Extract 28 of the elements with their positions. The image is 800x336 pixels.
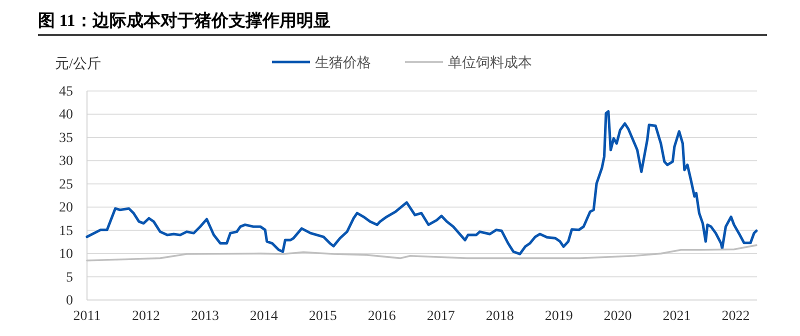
line-series	[86, 110, 758, 256]
x-tick-label: 2018	[486, 308, 514, 324]
x-tick-label: 2020	[604, 308, 632, 324]
x-tick-label: 2021	[662, 308, 691, 324]
y-axis-title: 元/公斤	[55, 56, 101, 72]
y-tick-label: 45	[59, 84, 73, 100]
x-tick-label: 2022	[722, 308, 750, 324]
x-tick-label: 2012	[132, 308, 160, 324]
y-tick-label: 20	[59, 200, 73, 216]
y-tick-label: 40	[59, 108, 73, 123]
y-tick-label: 15	[59, 224, 73, 239]
x-tick-label: 2014	[250, 308, 278, 324]
line-series	[86, 244, 758, 262]
x-tick-label: 2011	[73, 308, 101, 324]
x-tick-label: 2013	[190, 308, 219, 324]
x-tick-label: 2015	[308, 308, 337, 324]
chart-title: 图 11：边际成本对于猪价支撑作用明显	[38, 11, 330, 30]
x-tick-label: 2019	[544, 308, 573, 324]
y-tick-label: 35	[59, 130, 73, 146]
y-tick-label: 30	[59, 154, 73, 170]
x-tick-label: 2017	[426, 308, 455, 324]
y-tick-label: 0	[66, 293, 73, 308]
y-tick-label: 5	[66, 270, 73, 286]
y-tick-label: 25	[59, 177, 73, 192]
y-tick-label: 10	[59, 247, 73, 262]
legend-label: 生猪价格	[315, 55, 371, 71]
x-tick-label: 2016	[368, 308, 396, 324]
legend-label: 单位饲料成本	[448, 55, 532, 71]
